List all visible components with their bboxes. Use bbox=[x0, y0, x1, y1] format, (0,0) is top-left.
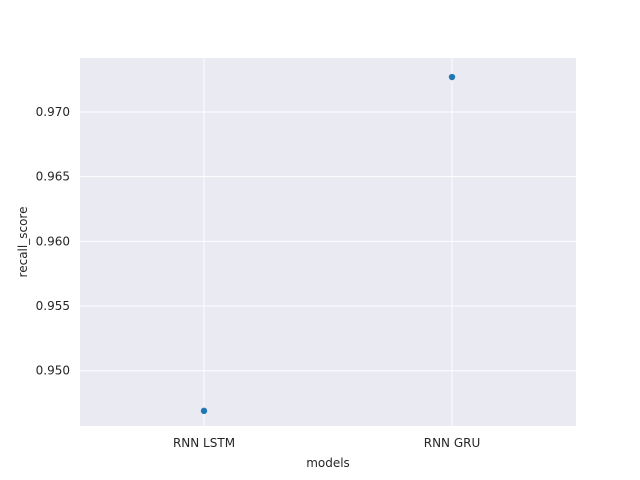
data-points bbox=[200, 73, 456, 415]
y-axis-label: recall_score bbox=[16, 207, 30, 278]
y-tick-label: 0.960 bbox=[36, 234, 70, 248]
data-point bbox=[448, 73, 456, 81]
y-tick-label: 0.965 bbox=[36, 170, 70, 184]
data-point bbox=[200, 407, 208, 415]
x-axis-label: models bbox=[306, 456, 350, 470]
y-tick-label: 0.955 bbox=[36, 299, 70, 313]
plot-background bbox=[80, 58, 576, 426]
y-tick-labels: 0.950 0.955 0.960 0.965 0.970 bbox=[36, 105, 70, 378]
x-tick-label: RNN GRU bbox=[424, 436, 481, 450]
grid-lines bbox=[80, 58, 576, 426]
x-tick-labels: RNN LSTM RNN GRU bbox=[173, 436, 480, 450]
y-tick-label: 0.950 bbox=[36, 364, 70, 378]
y-tick-label: 0.970 bbox=[36, 105, 70, 119]
x-tick-label: RNN LSTM bbox=[173, 436, 235, 450]
